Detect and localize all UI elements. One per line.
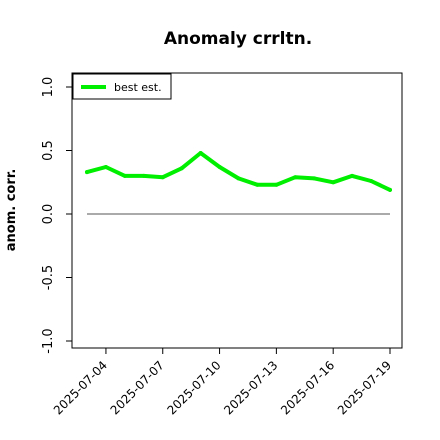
data-point [236, 176, 241, 181]
data-point [274, 182, 279, 187]
data-point [160, 175, 165, 180]
x-tick-label: 2025-07-04 [51, 358, 110, 417]
x-tick-label: 2025-07-19 [335, 358, 394, 417]
data-point [122, 173, 127, 178]
y-tick-label: 1.0 [41, 77, 56, 98]
x-tick-label: 2025-07-13 [221, 358, 280, 417]
y-axis-label: anom. corr. [4, 169, 19, 252]
y-tick-label: 0.0 [41, 204, 56, 225]
data-point [179, 166, 184, 171]
data-point [293, 175, 298, 180]
y-tick-label: -0.5 [41, 265, 56, 290]
x-tick-label: 2025-07-16 [278, 358, 337, 417]
series-line-0 [85, 151, 392, 192]
x-axis: 2025-07-042025-07-072025-07-102025-07-13… [51, 348, 394, 417]
data-point [217, 165, 222, 169]
plot-frame [71, 72, 403, 349]
chart-title: Anomaly crrltn. [164, 29, 312, 49]
x-tick-label: 2025-07-10 [164, 358, 223, 417]
data-point [350, 173, 355, 178]
series-layer [85, 151, 392, 192]
data-point [85, 170, 89, 175]
data-point [369, 179, 374, 183]
legend-label: best est. [114, 81, 162, 94]
data-point [388, 187, 392, 192]
data-point [331, 180, 336, 185]
x-tick-label: 2025-07-07 [108, 358, 167, 417]
y-tick-label: 0.5 [41, 140, 56, 161]
y-axis: -1.0 -0.5 0.0 0.5 1.0 [41, 77, 72, 354]
data-point [198, 151, 203, 155]
data-point [255, 182, 260, 187]
legend: best est. [72, 73, 172, 100]
data-point [312, 176, 317, 181]
y-tick-label: -1.0 [41, 328, 56, 353]
data-point [141, 173, 146, 178]
data-point [103, 165, 108, 169]
